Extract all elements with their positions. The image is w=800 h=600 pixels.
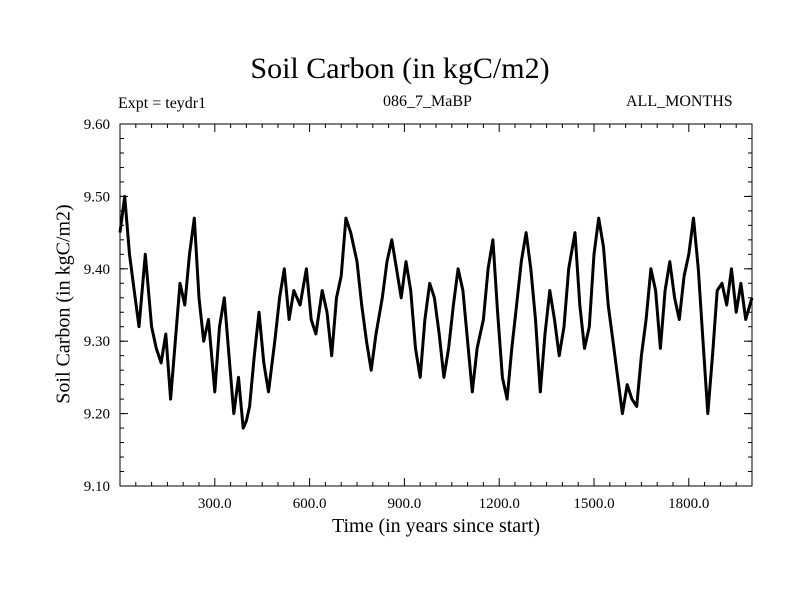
- x-axis-label: Time (in years since start): [331, 515, 541, 537]
- y-tick-label: 9.40: [84, 262, 110, 278]
- y-tick-label: 9.20: [84, 407, 110, 423]
- y-tick-label: 9.30: [84, 334, 110, 350]
- experiment-label: Expt = teydr1: [118, 95, 207, 112]
- months-label: ALL_MONTHS: [626, 93, 733, 110]
- x-tick-label: 600.0: [293, 496, 327, 512]
- x-tick-label: 900.0: [388, 496, 422, 512]
- x-tick-label: 1200.0: [479, 496, 520, 512]
- x-tick-label: 1800.0: [668, 496, 709, 512]
- period-label: 086_7_MaBP: [383, 93, 472, 110]
- soil-carbon-series-line: [118, 194, 754, 430]
- y-tick-label: 9.10: [84, 479, 110, 495]
- y-tick-label: 9.50: [84, 189, 110, 205]
- chart-title: Soil Carbon (in kgC/m2): [250, 52, 550, 85]
- x-tick-label: 1500.0: [573, 496, 614, 512]
- y-tick-label: 9.60: [84, 117, 110, 133]
- x-tick-label: 300.0: [198, 496, 232, 512]
